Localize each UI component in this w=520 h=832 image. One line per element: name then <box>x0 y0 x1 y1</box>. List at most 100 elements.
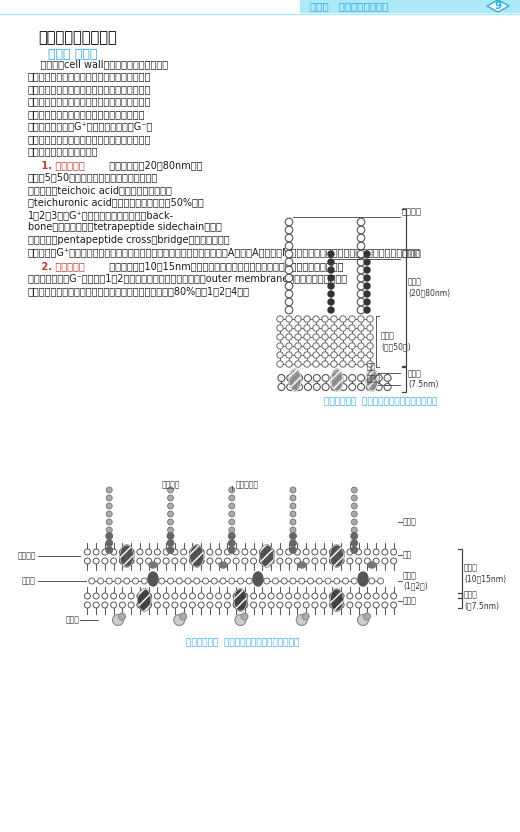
Circle shape <box>207 558 213 564</box>
Circle shape <box>340 343 346 349</box>
Circle shape <box>268 558 274 564</box>
Circle shape <box>391 602 397 608</box>
Circle shape <box>302 613 309 620</box>
Text: 一、细菌的基本结构: 一、细菌的基本结构 <box>38 30 117 45</box>
Circle shape <box>295 316 301 322</box>
Circle shape <box>285 234 293 242</box>
Circle shape <box>176 578 182 584</box>
Circle shape <box>358 352 364 359</box>
Circle shape <box>106 532 112 539</box>
Circle shape <box>349 384 356 390</box>
Circle shape <box>365 549 370 555</box>
Circle shape <box>167 578 174 584</box>
Circle shape <box>277 343 283 349</box>
Circle shape <box>233 558 239 564</box>
Circle shape <box>290 527 296 533</box>
Circle shape <box>278 374 285 382</box>
Circle shape <box>357 266 365 274</box>
Text: 外膜蛋白: 外膜蛋白 <box>18 552 36 561</box>
Circle shape <box>382 602 388 608</box>
Circle shape <box>224 602 230 608</box>
Circle shape <box>351 540 357 546</box>
Circle shape <box>322 361 328 367</box>
Circle shape <box>305 374 311 382</box>
Circle shape <box>106 527 112 533</box>
Circle shape <box>241 613 248 620</box>
Circle shape <box>340 352 346 359</box>
Circle shape <box>278 384 285 390</box>
Circle shape <box>347 593 353 599</box>
Circle shape <box>84 602 90 608</box>
Text: 膜蛋白: 膜蛋白 <box>403 597 417 606</box>
Circle shape <box>391 549 397 555</box>
Text: 9: 9 <box>495 1 502 11</box>
Circle shape <box>146 549 152 555</box>
Circle shape <box>391 558 397 564</box>
Circle shape <box>229 503 235 509</box>
Circle shape <box>216 558 222 564</box>
Circle shape <box>364 275 370 281</box>
Circle shape <box>154 602 160 608</box>
Text: 层和脂多糖三部分组成，与肽聚糖一起约占细胞壁干重的80%（图1－2－4）。: 层和脂多糖三部分组成，与肽聚糖一起约占细胞壁干重的80%（图1－2－4）。 <box>28 286 250 296</box>
Text: 第二章   细菌的形态与结构: 第二章 细菌的形态与结构 <box>310 1 388 11</box>
Circle shape <box>357 234 365 242</box>
Circle shape <box>259 549 265 555</box>
Circle shape <box>322 316 328 322</box>
Circle shape <box>285 306 293 314</box>
Circle shape <box>347 549 353 555</box>
Circle shape <box>189 558 196 564</box>
Circle shape <box>198 549 204 555</box>
Text: 特异性多糖: 特异性多糖 <box>235 480 258 489</box>
Circle shape <box>328 251 334 257</box>
Circle shape <box>163 549 169 555</box>
Circle shape <box>304 361 310 367</box>
Ellipse shape <box>289 369 301 391</box>
Circle shape <box>119 613 125 620</box>
Circle shape <box>378 578 384 584</box>
Circle shape <box>294 593 301 599</box>
Circle shape <box>349 361 355 367</box>
Circle shape <box>304 324 310 331</box>
Circle shape <box>290 503 296 509</box>
Circle shape <box>290 495 296 501</box>
Circle shape <box>367 384 373 390</box>
Circle shape <box>364 283 370 289</box>
Text: （一） 细胞壁: （一） 细胞壁 <box>48 48 97 61</box>
Circle shape <box>328 275 334 281</box>
Circle shape <box>314 374 320 382</box>
Circle shape <box>150 578 156 584</box>
Circle shape <box>174 615 185 626</box>
Circle shape <box>367 324 373 331</box>
Circle shape <box>367 361 373 367</box>
Circle shape <box>360 578 366 584</box>
Circle shape <box>285 266 293 274</box>
Circle shape <box>285 290 293 298</box>
Circle shape <box>351 487 357 493</box>
Circle shape <box>363 613 370 620</box>
Circle shape <box>285 275 293 282</box>
Circle shape <box>137 558 143 564</box>
Bar <box>300 0 520 12</box>
Circle shape <box>290 547 296 553</box>
Circle shape <box>154 558 160 564</box>
Circle shape <box>224 593 230 599</box>
Circle shape <box>207 593 213 599</box>
Circle shape <box>106 511 112 517</box>
Circle shape <box>357 275 365 282</box>
Circle shape <box>167 487 174 493</box>
Circle shape <box>286 334 292 340</box>
Circle shape <box>331 361 337 367</box>
Circle shape <box>328 283 334 289</box>
Circle shape <box>304 343 310 349</box>
Circle shape <box>328 299 334 305</box>
Circle shape <box>137 593 143 599</box>
Circle shape <box>340 374 347 382</box>
Circle shape <box>364 259 370 265</box>
Circle shape <box>106 519 112 525</box>
Text: 图１－２－４  革兰阴性菌的细胞壁结构示意图: 图１－２－４ 革兰阴性菌的细胞壁结构示意图 <box>186 638 300 647</box>
Text: 核心多糖: 核心多糖 <box>161 480 180 489</box>
Circle shape <box>391 593 397 599</box>
Circle shape <box>356 549 361 555</box>
Circle shape <box>167 503 174 509</box>
Circle shape <box>172 602 178 608</box>
